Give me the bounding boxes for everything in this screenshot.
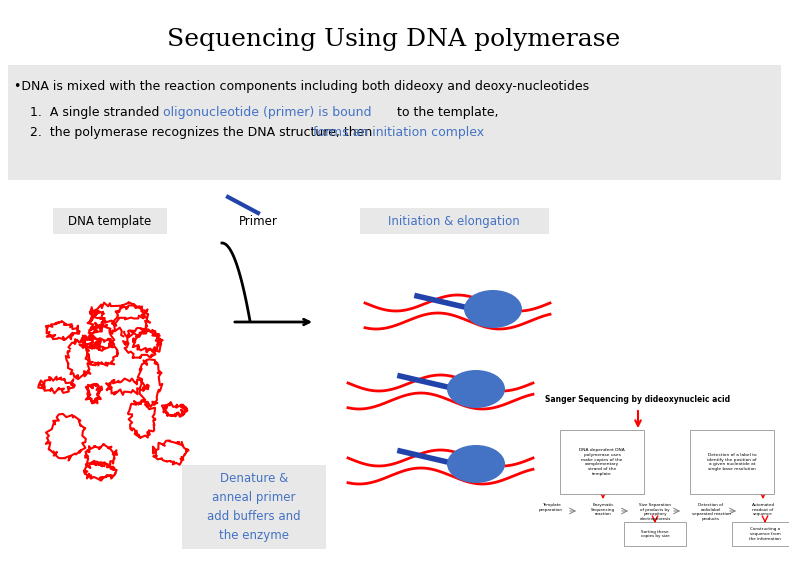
- Text: Size Separation
of products by
percapitory
electrophoresis: Size Separation of products by percapito…: [639, 503, 671, 521]
- Text: Automated
readout of
sequence: Automated readout of sequence: [751, 503, 775, 516]
- Text: Enzymatic
Sequencing
reaction: Enzymatic Sequencing reaction: [591, 503, 615, 516]
- Text: Denature &
anneal primer
add buffers and
the enzyme: Denature & anneal primer add buffers and…: [208, 472, 301, 542]
- Text: to the template,: to the template,: [393, 106, 499, 119]
- FancyBboxPatch shape: [8, 65, 781, 180]
- Text: Primer: Primer: [238, 214, 278, 228]
- Text: Detection of
radiolabel
separated reaction
products: Detection of radiolabel separated reacti…: [692, 503, 731, 521]
- Text: 1.  A single stranded: 1. A single stranded: [30, 106, 163, 119]
- Text: 2.  the polymerase recognizes the DNA structure, then: 2. the polymerase recognizes the DNA str…: [30, 126, 376, 139]
- FancyBboxPatch shape: [360, 208, 549, 234]
- FancyBboxPatch shape: [624, 522, 686, 546]
- Text: oligonucleotide (primer) is bound: oligonucleotide (primer) is bound: [163, 106, 372, 119]
- FancyBboxPatch shape: [732, 522, 789, 546]
- FancyBboxPatch shape: [560, 430, 644, 494]
- Text: Detection of a label to
identify the position of
a given nucleotide at
single ba: Detection of a label to identify the pos…: [707, 453, 757, 471]
- Ellipse shape: [464, 290, 522, 328]
- Ellipse shape: [447, 370, 505, 408]
- Text: Template
preparation: Template preparation: [539, 503, 563, 512]
- Text: Sorting these
copies by size: Sorting these copies by size: [641, 530, 669, 539]
- Text: Sanger Sequencing by dideoxynucleic acid: Sanger Sequencing by dideoxynucleic acid: [545, 395, 731, 404]
- Text: Initiation & elongation: Initiation & elongation: [388, 214, 520, 228]
- Text: Constructing a
sequence from
the information: Constructing a sequence from the informa…: [749, 528, 781, 540]
- Text: Sequencing Using DNA polymerase: Sequencing Using DNA polymerase: [167, 28, 621, 51]
- FancyBboxPatch shape: [53, 208, 167, 234]
- Text: forms an initiation complex: forms an initiation complex: [313, 126, 484, 139]
- Text: DNA dependent DNA
polymerase uses
make copies of the
complementary
strand of the: DNA dependent DNA polymerase uses make c…: [579, 448, 625, 476]
- Text: •DNA is mixed with the reaction components including both dideoxy and deoxy-nucl: •DNA is mixed with the reaction componen…: [14, 80, 589, 93]
- FancyBboxPatch shape: [182, 465, 326, 549]
- FancyBboxPatch shape: [690, 430, 774, 494]
- Ellipse shape: [447, 445, 505, 483]
- Text: DNA template: DNA template: [69, 214, 151, 228]
